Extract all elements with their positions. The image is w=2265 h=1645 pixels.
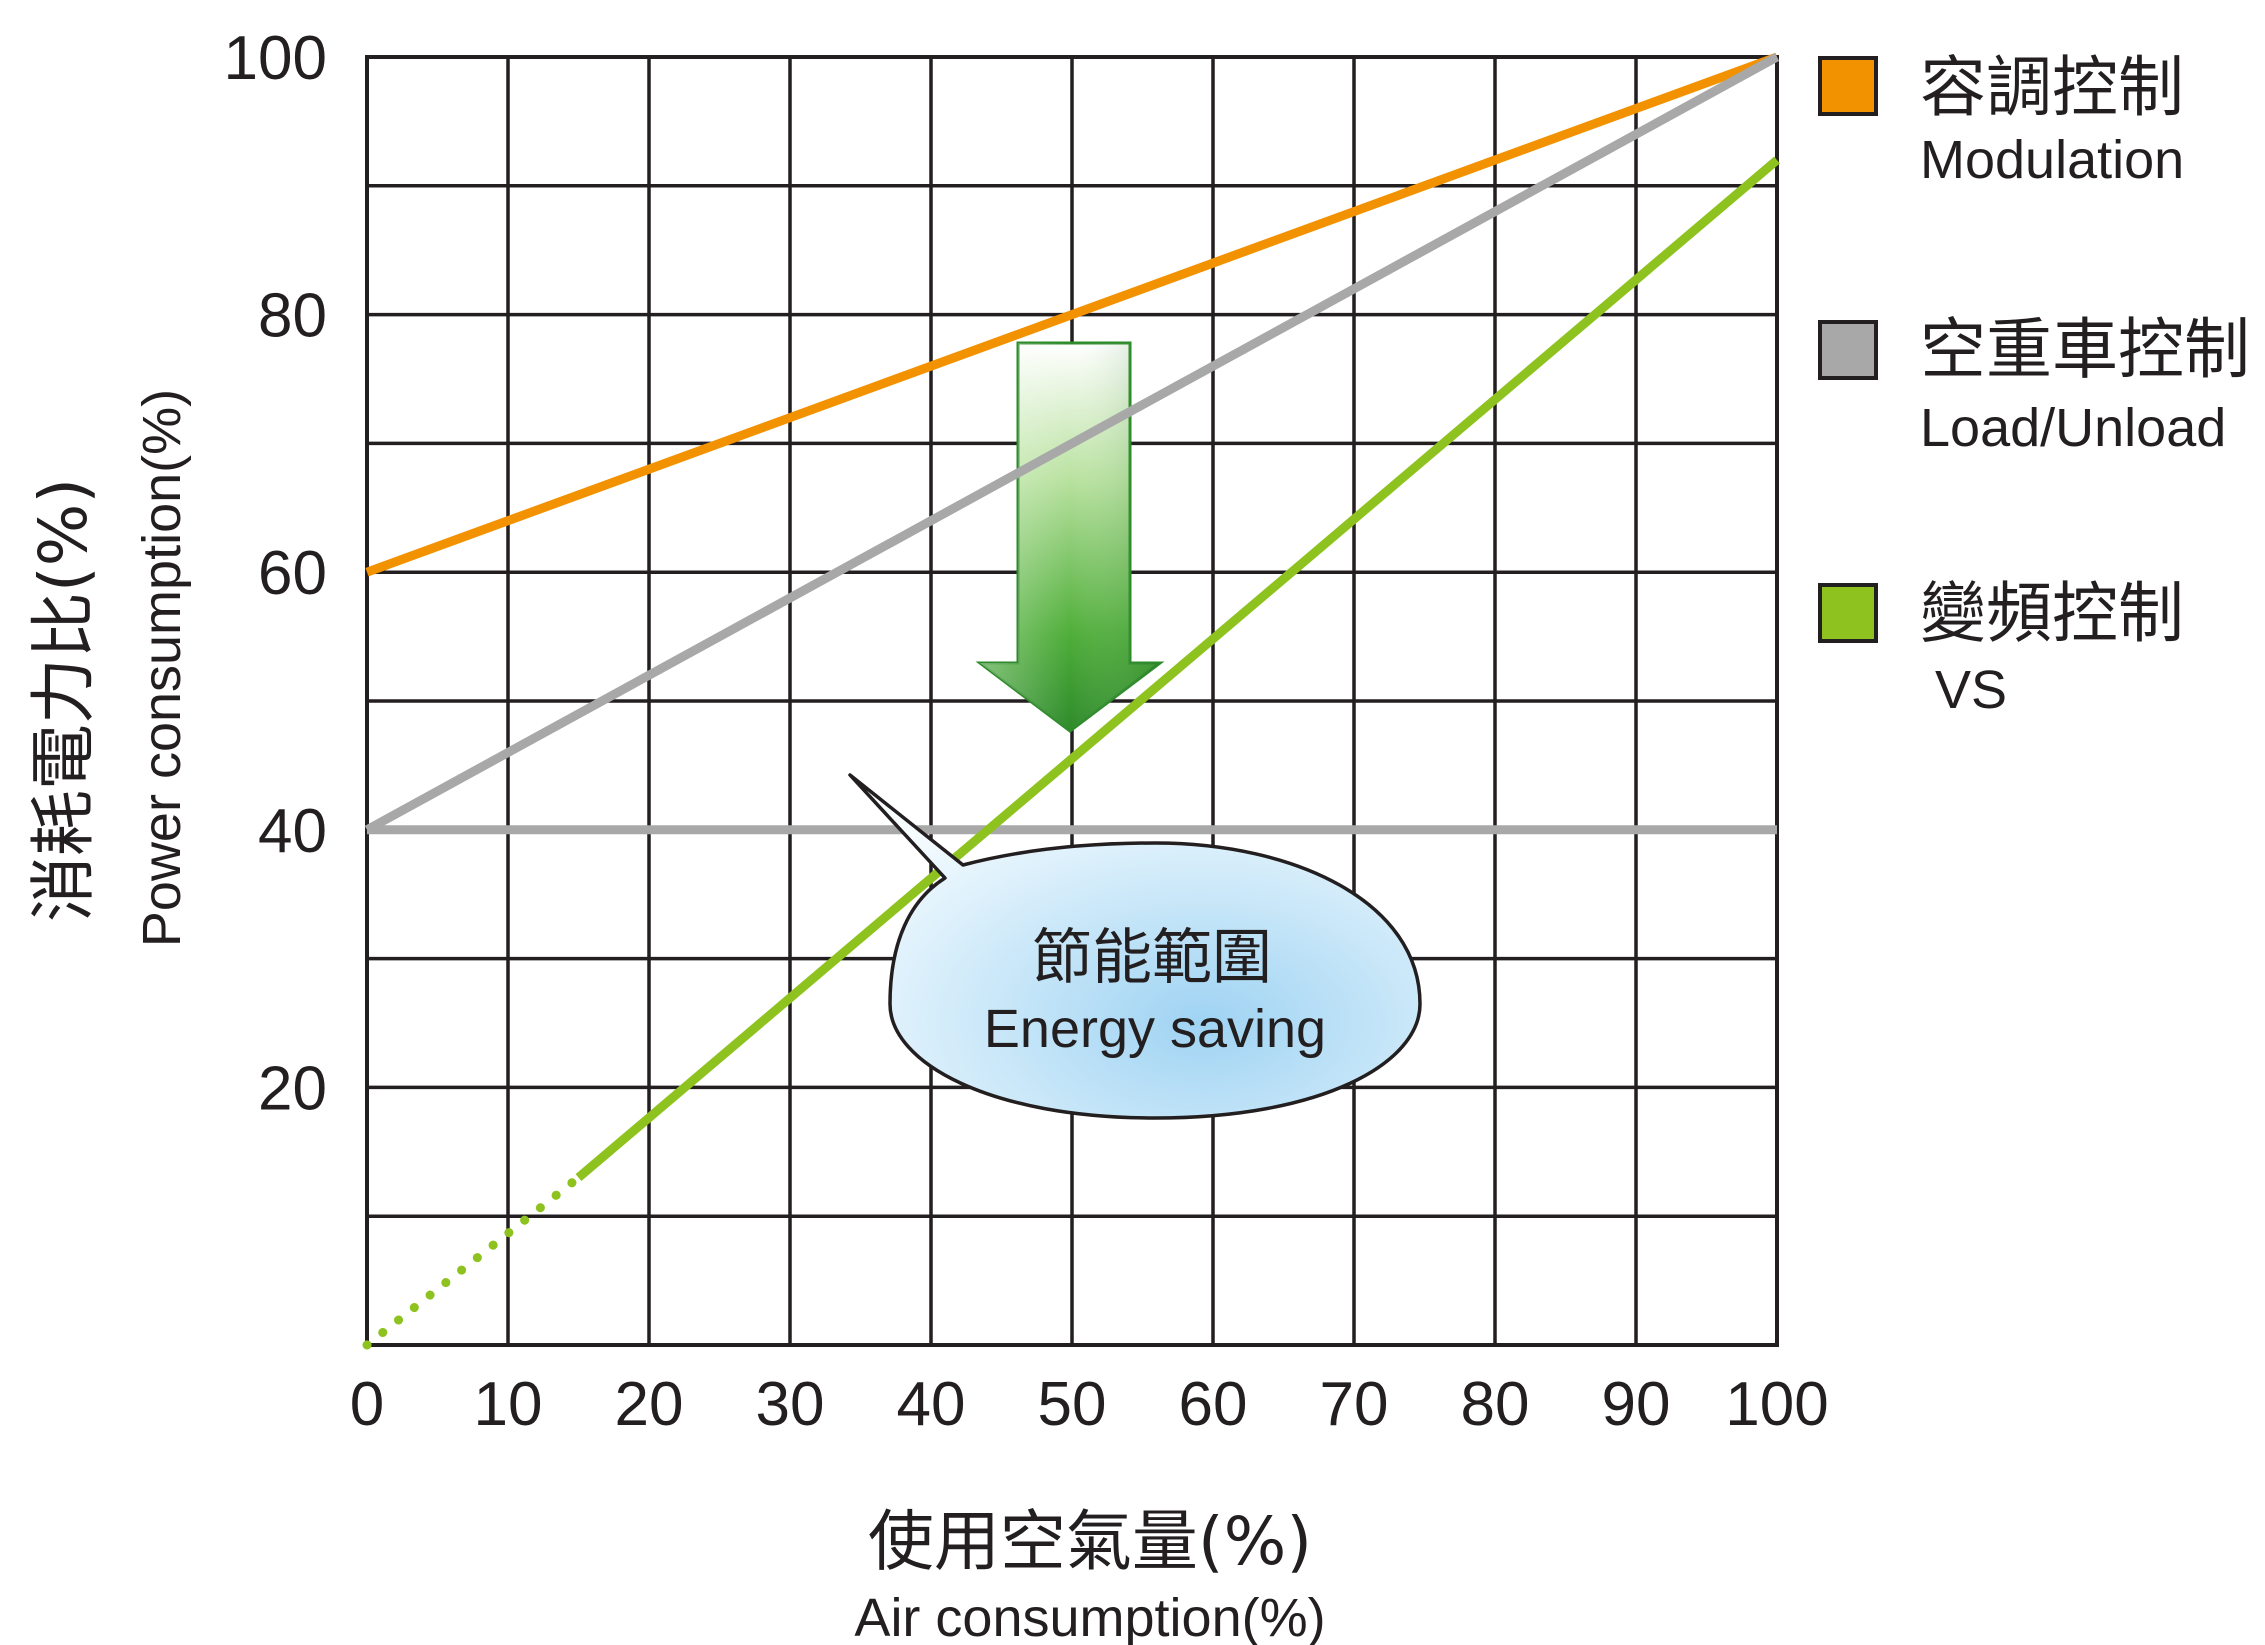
legend-label-vs-en: VS — [1935, 660, 2007, 720]
legend: 容調控制 Modulation 空重車控制 Load/Unload 變頻控制 V… — [1818, 49, 2250, 720]
y-tick-label: 40 — [258, 797, 327, 866]
series-line-vs-dotted — [362, 1173, 583, 1350]
x-tick-label: 20 — [615, 1370, 684, 1439]
x-tick-label: 40 — [897, 1370, 966, 1439]
x-tick-label: 10 — [474, 1370, 543, 1439]
series-line-vs — [575, 156, 1780, 1181]
legend-label-load-unload-en: Load/Unload — [1920, 398, 2226, 458]
x-tick-labels: 0 10 20 30 40 50 60 70 80 90 100 — [350, 1370, 1829, 1439]
legend-swatch-load-unload — [1818, 320, 1878, 380]
callout-label-cn: 節能範圍 — [1032, 923, 1272, 993]
y-tick-labels: 20 40 60 80 100 — [224, 24, 327, 1123]
x-tick-label: 100 — [1725, 1370, 1828, 1439]
legend-item-modulation: 容調控制 Modulation — [1818, 49, 2184, 190]
x-tick-label: 70 — [1320, 1370, 1389, 1439]
chart-series — [362, 52, 1780, 1350]
y-axis-title-cn: 消耗電力比(%) — [25, 478, 102, 922]
x-axis-title: 使用空氣量(%) Air consumption(%) — [854, 1503, 1325, 1645]
x-tick-label: 60 — [1179, 1370, 1248, 1439]
energy-saving-callout: 節能範圍 Energy saving — [848, 773, 1422, 1120]
legend-item-load-unload: 空重車控制 Load/Unload — [1818, 311, 2250, 458]
y-tick-label: 80 — [258, 282, 327, 351]
energy-saving-arrow-icon — [975, 341, 1165, 733]
y-axis-title-en: Power consumption(%) — [132, 389, 192, 947]
x-tick-label: 30 — [756, 1370, 825, 1439]
legend-swatch-vs — [1818, 583, 1878, 643]
series-line-load_unload — [364, 53, 1780, 834]
legend-label-vs-cn: 變頻控制 — [1920, 575, 2184, 652]
plot-frame — [365, 55, 1779, 1347]
y-tick-label: 100 — [224, 24, 327, 93]
callout-label-en: Energy saving — [984, 999, 1326, 1059]
legend-label-load-unload-cn: 空重車控制 — [1920, 311, 2250, 388]
legend-label-modulation-cn: 容調控制 — [1920, 49, 2184, 126]
y-tick-label: 60 — [258, 539, 327, 608]
x-tick-label: 90 — [1602, 1370, 1671, 1439]
legend-swatch-modulation — [1818, 56, 1878, 116]
legend-item-vs: 變頻控制 VS — [1818, 575, 2184, 720]
legend-label-modulation-en: Modulation — [1920, 130, 2184, 190]
x-tick-label: 0 — [350, 1370, 384, 1439]
y-tick-label: 20 — [258, 1054, 327, 1123]
y-axis-title: 消耗電力比(%) Power consumption(%) — [25, 389, 192, 947]
x-axis-title-en: Air consumption(%) — [854, 1588, 1325, 1645]
series-line-modulation — [365, 52, 1779, 577]
x-tick-label: 80 — [1461, 1370, 1530, 1439]
x-axis-title-cn: 使用空氣量(%) — [868, 1503, 1312, 1580]
x-tick-label: 50 — [1038, 1370, 1107, 1439]
